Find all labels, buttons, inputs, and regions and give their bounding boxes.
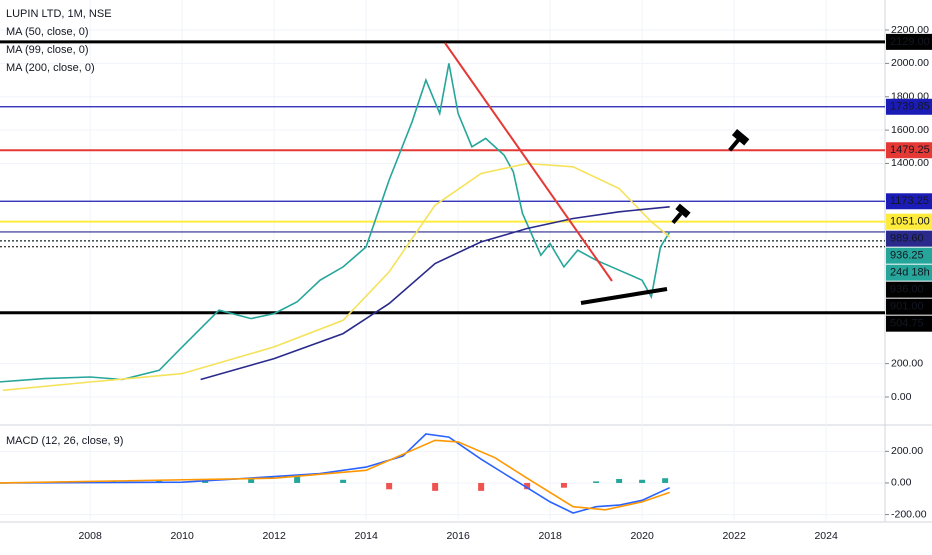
y-tick-label: 2000.00	[891, 57, 929, 69]
histogram-bar	[662, 478, 669, 483]
y-tick-label: 0.00	[891, 477, 912, 489]
price-labels: 2129.00 1739.85 1479.25 1173.25 1051.00 989.6…	[886, 33, 932, 332]
histogram-bar	[560, 482, 567, 488]
price-label-bg	[886, 213, 932, 230]
price-line	[0, 63, 671, 383]
legend-item: MA (50, close, 0)	[6, 26, 89, 38]
trend-line	[444, 42, 613, 282]
histogram-bar	[340, 479, 347, 483]
y-tick-label: 2200.00	[891, 24, 929, 36]
price-label: 504.75	[890, 318, 924, 330]
histogram-bar	[616, 479, 623, 483]
price-label: 989.60	[890, 233, 924, 245]
price-label-bg	[886, 230, 932, 247]
price-label: 2129.00	[890, 36, 930, 48]
price-label: 1173.25	[890, 195, 929, 207]
price-label: 1479.25	[890, 144, 930, 156]
x-tick-label: 2014	[354, 530, 378, 542]
y-tick-label: 200.00	[891, 445, 923, 457]
y-tick-label: 200.00	[891, 357, 923, 369]
price-label-bg	[886, 98, 932, 115]
y-tick-label: 1400.00	[891, 157, 929, 169]
histogram-bar	[593, 481, 600, 483]
histogram-bar	[639, 479, 646, 483]
x-tick-label: 2018	[538, 530, 562, 542]
plot	[0, 0, 885, 522]
histogram-bar	[248, 478, 255, 483]
y-tick-label: 0.00	[891, 391, 912, 403]
price-label-bg	[886, 33, 932, 50]
price-line	[2, 162, 671, 392]
x-tick-label: 2012	[262, 530, 286, 542]
support-line	[580, 287, 668, 305]
x-tick-label: 2016	[446, 530, 470, 542]
chart-title: LUPIN LTD, 1M, NSE	[6, 8, 112, 20]
legend-item: MA (200, close, 0)	[6, 62, 95, 74]
price-line	[200, 206, 670, 381]
histogram-bar	[524, 482, 531, 490]
macd-line	[0, 433, 671, 514]
price-label-bg	[886, 298, 932, 315]
y-tick-label: -200.00	[891, 508, 927, 520]
x-tick-label: 2020	[630, 530, 654, 542]
x-tick-label: 2008	[78, 530, 102, 542]
macd-title: MACD (12, 26, close, 9)	[6, 435, 123, 447]
price-label-bg	[886, 193, 932, 210]
macd-line	[0, 439, 670, 511]
price-label-bg	[886, 315, 932, 332]
histogram-bar	[386, 482, 393, 490]
hammer-icon	[671, 203, 691, 225]
price-label-bg	[886, 281, 932, 298]
y-tick-label: 1600.00	[891, 124, 929, 136]
price-label: 936.00	[890, 284, 924, 296]
x-tick-label: 2010	[170, 530, 194, 542]
histogram-bar	[478, 482, 485, 491]
price-label-bg	[886, 247, 932, 264]
countdown: 24d 18h	[890, 267, 930, 279]
x-tick-label: 2022	[722, 530, 746, 542]
countdown-bg	[886, 264, 932, 281]
price-label-bg	[886, 142, 932, 159]
legend-item: MA (99, close, 0)	[6, 44, 89, 56]
price-label: 1051.00	[890, 216, 930, 228]
price-label: 936.25	[890, 250, 924, 262]
hammer-icon	[728, 129, 750, 152]
histogram-bar	[432, 482, 439, 491]
price-label: 1739.85	[890, 101, 930, 113]
price-label: 901.00	[890, 301, 924, 313]
histogram-bar	[294, 476, 301, 483]
x-tick-label: 2024	[814, 530, 838, 542]
